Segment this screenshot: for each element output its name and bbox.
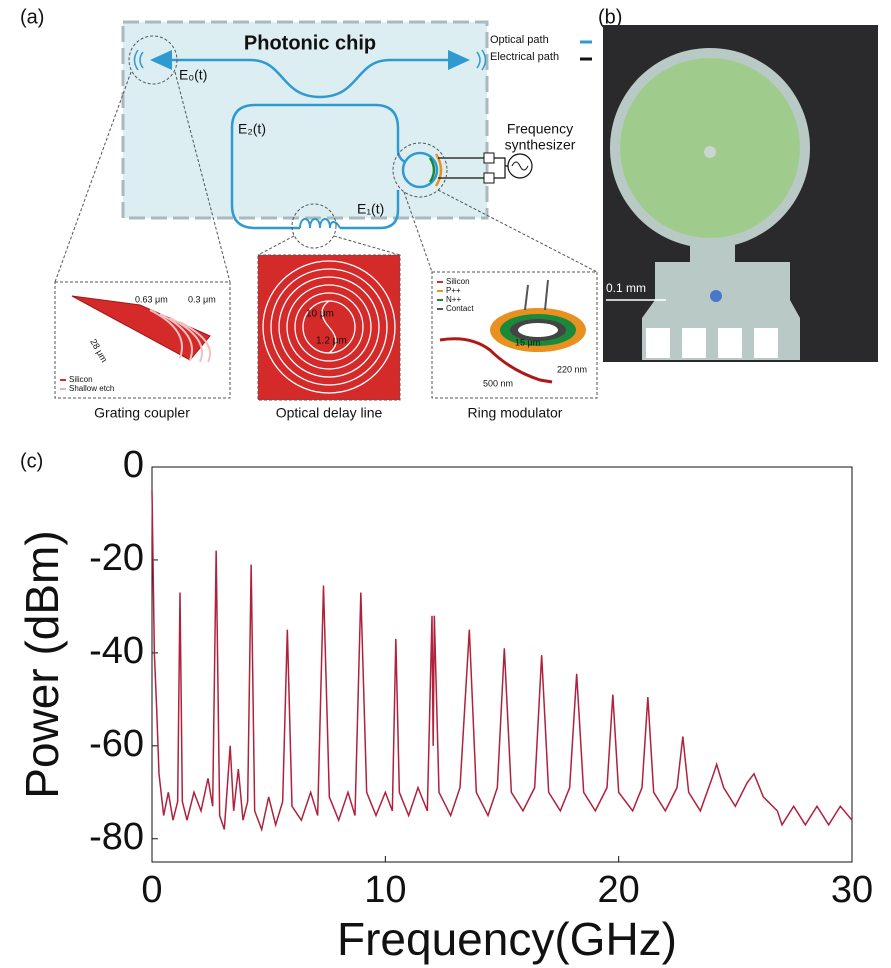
dim: 0.3 μm	[188, 294, 216, 304]
x-tick-label: 0	[141, 869, 162, 911]
legend-label: P++	[446, 286, 461, 295]
inset-box	[54, 281, 231, 399]
panel-label: (b)	[598, 6, 622, 28]
y-tick-label: -80	[89, 816, 144, 858]
dim: 15 μm	[515, 337, 540, 347]
sine	[511, 161, 529, 171]
x-tick-label: 30	[831, 869, 873, 911]
inset-box	[431, 271, 598, 399]
n-electrode	[428, 157, 436, 183]
ring-waveguide	[439, 337, 553, 384]
chip-title: Photonic chip	[244, 32, 376, 54]
x-tick-label: 10	[364, 869, 406, 911]
grating	[71, 295, 211, 361]
x-axis-label: Frequency(GHz)	[337, 913, 677, 965]
scale-label: 0.1 mm	[606, 281, 646, 295]
pad	[483, 152, 495, 164]
synth-label: Frequency	[507, 121, 573, 137]
plot: 0 -20 -40 -60 -80 0 10 20 30 Frequency(GHz) Power …	[16, 444, 873, 965]
field-label: E₁(t)	[357, 201, 384, 217]
caption: Ring modulator	[468, 405, 563, 421]
pad	[483, 172, 495, 184]
dim: 0.63 μm	[135, 294, 168, 304]
field-label: E₂(t)	[238, 121, 266, 137]
plot-frame	[151, 466, 853, 863]
y-tick-label: -20	[89, 537, 144, 579]
device	[710, 290, 722, 302]
legend-label: Contact	[446, 304, 474, 313]
spiral	[262, 260, 396, 394]
bus-waveguide	[170, 58, 455, 99]
y-axis-label: Power (dBm)	[16, 530, 68, 798]
grating-teeth	[149, 309, 211, 363]
zoom-circle	[392, 142, 448, 198]
p-electrode	[434, 153, 443, 187]
zoom-lines	[54, 71, 598, 283]
panel-label: (c)	[20, 450, 43, 472]
zoom-circle	[291, 203, 337, 249]
x-tick-label: 20	[598, 869, 640, 911]
y-tick-label: 0	[123, 444, 144, 486]
panel-label: (a)	[20, 6, 44, 28]
wires	[438, 157, 508, 179]
delay-coil	[299, 218, 341, 229]
ring	[401, 151, 439, 189]
dim: 220 nm	[557, 364, 587, 374]
ring-hole	[518, 323, 558, 337]
y-tick-label: -60	[89, 723, 144, 765]
grating-lines	[133, 49, 487, 71]
contacts	[524, 279, 549, 311]
zoom-circle	[128, 35, 178, 85]
legend-label: Shallow etch	[69, 384, 114, 393]
caption: Optical delay line	[276, 405, 383, 421]
legend-label: Silicon	[69, 375, 93, 384]
dim: 1.2 μm	[316, 336, 347, 347]
legend-label: Electrical path	[490, 51, 559, 63]
via	[704, 146, 716, 158]
ring-legend: Silicon P++ N++ Contact	[437, 277, 474, 313]
spectrum-line	[151, 490, 853, 833]
dim: 500 nm	[483, 378, 513, 388]
legend-label: Optical path	[490, 34, 549, 46]
y-tick-label: -40	[89, 630, 144, 672]
dim: 10 μm	[306, 309, 334, 320]
probe-pads	[646, 328, 778, 358]
legend-label: Silicon	[446, 277, 470, 286]
caption: Grating coupler	[94, 405, 190, 421]
legend-label: N++	[446, 295, 461, 304]
field-label: E₀(t)	[179, 67, 207, 83]
dim: 28 μm	[88, 337, 109, 364]
synth-label: synthesizer	[505, 137, 576, 153]
